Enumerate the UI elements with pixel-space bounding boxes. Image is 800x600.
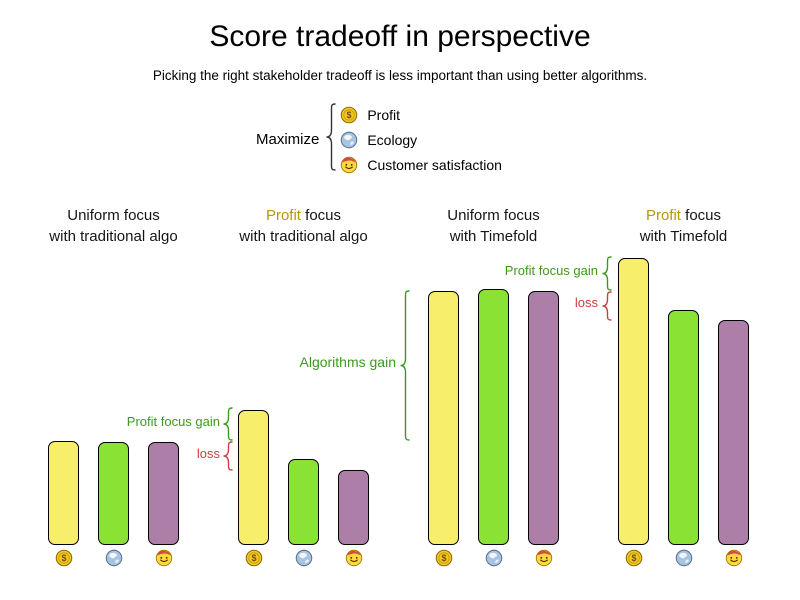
gain-annotation: Algorithms gain: [299, 354, 397, 370]
bar-customer: [718, 320, 749, 545]
legend-item: Ecology: [340, 130, 502, 150]
bar-ecology: [668, 310, 699, 545]
brace-icon: [325, 103, 337, 176]
title-word: Uniform focus: [447, 207, 540, 224]
bar-customer: [528, 291, 559, 545]
group-title-line1: Uniform focus: [384, 205, 604, 226]
annotation-brace: [601, 256, 613, 296]
globe-icon: [295, 549, 313, 567]
smiley-icon: [725, 549, 743, 567]
brace-icon: [223, 407, 233, 441]
group-title: Profit focus with Timefold: [574, 205, 794, 247]
legend-item: Customer satisfaction: [340, 155, 502, 175]
legend-item: Profit: [340, 105, 502, 125]
bar-profit: [618, 258, 649, 545]
legend-items: Profit Ecology Customer satisfaction: [340, 105, 502, 175]
annotation-brace: [601, 291, 613, 326]
legend-item-label: Profit: [367, 106, 401, 123]
globe-icon: [675, 549, 693, 567]
smiley-icon: [535, 549, 553, 567]
bar-customer: [148, 442, 179, 545]
bar-customer: [338, 470, 369, 545]
bar-ecology: [98, 442, 129, 545]
brace-icon: [223, 441, 233, 471]
bar-ecology: [478, 289, 509, 545]
annotation-brace: [399, 290, 411, 446]
group-title: Profit focus with traditional algo: [194, 205, 414, 247]
coin-icon: [55, 549, 73, 567]
smiley-icon: [340, 156, 358, 174]
profit-word: Profit: [265, 207, 301, 224]
group-title: Uniform focus with traditional algo: [4, 205, 224, 247]
group-title-line2: with Timefold: [639, 228, 728, 245]
smiley-icon: [155, 549, 173, 567]
page-subtitle: Picking the right stakeholder tradeoff i…: [152, 68, 648, 83]
legend-item-label: Customer satisfaction: [367, 156, 502, 173]
gain-annotation: Profit focus gain: [504, 263, 598, 278]
bar-profit: [238, 410, 269, 545]
coin-icon: [245, 549, 263, 567]
smiley-icon: [345, 549, 363, 567]
annotation-brace: [222, 441, 234, 476]
profit-word: Profit: [645, 207, 681, 224]
coin-icon: [340, 106, 358, 124]
loss-annotation: loss: [196, 446, 220, 461]
bar-ecology: [288, 459, 319, 545]
globe-icon: [340, 131, 358, 149]
group-title-line2: with traditional algo: [239, 228, 368, 245]
globe-icon: [105, 549, 123, 567]
globe-icon: [485, 549, 503, 567]
brace-icon: [602, 256, 612, 291]
bar-profit: [48, 441, 79, 545]
group-title-line1: Profit focus: [194, 205, 414, 226]
gain-annotation: Profit focus gain: [126, 414, 220, 429]
legend-label: Maximize: [256, 131, 320, 148]
title-word: focus: [300, 207, 342, 224]
brace-icon: [400, 290, 410, 441]
coin-icon: [435, 549, 453, 567]
group-title-line2: with Timefold: [449, 228, 538, 245]
annotation-brace: [222, 407, 234, 446]
brace-icon: [602, 291, 612, 321]
page-title: Score tradeoff in perspective: [209, 20, 591, 53]
coin-icon: [625, 549, 643, 567]
legend: Maximize Profit Ecology Customer satisfact…: [256, 103, 502, 176]
group-title-line2: with traditional algo: [49, 228, 178, 245]
group-title-line1: Profit focus: [574, 205, 794, 226]
title-word: Uniform focus: [67, 207, 160, 224]
group-title: Uniform focus with Timefold: [384, 205, 604, 247]
title-word: focus: [680, 207, 722, 224]
loss-annotation: loss: [574, 295, 598, 310]
legend-item-label: Ecology: [367, 131, 418, 148]
group-title-line1: Uniform focus: [4, 205, 224, 226]
brace-icon: [326, 103, 337, 171]
bar-profit: [428, 291, 459, 545]
